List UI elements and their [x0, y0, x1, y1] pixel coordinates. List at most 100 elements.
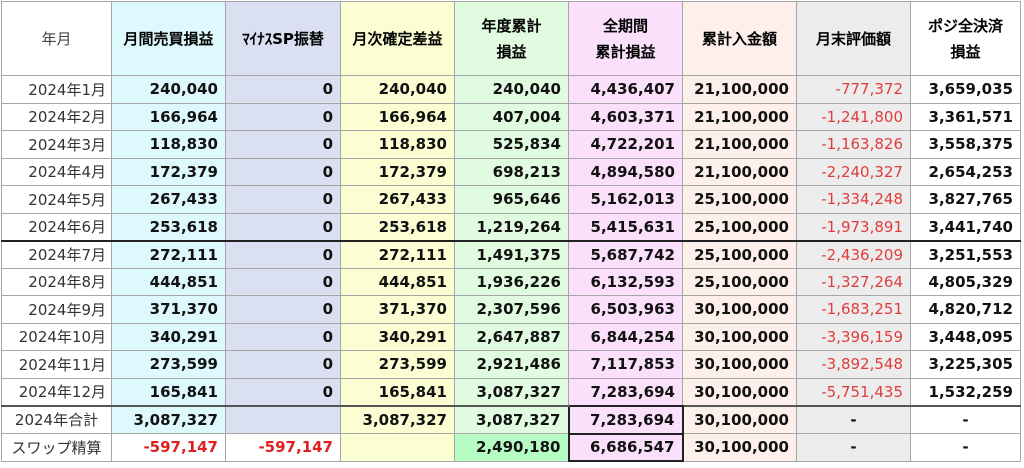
cell-minus-sp-transfer: 0	[225, 102, 341, 131]
cell-monthly-trading-pnl: 253,618	[111, 212, 226, 242]
cell-monthly-confirmed-diff: 253,618	[340, 212, 455, 242]
cell-minus-sp-transfer: 0	[225, 75, 341, 104]
cell-yearly-cumulative-pnl: 965,646	[454, 185, 569, 214]
cell-close-all-positions-pnl: 3,448,095	[910, 322, 1021, 351]
header-text-line: 年度累計	[481, 16, 542, 35]
cell-all-period-cumulative-pnl: 7,283,694	[568, 377, 683, 406]
cell-minus-sp-transfer: 0	[225, 130, 341, 159]
table-row: 2024年11月 273,599 0 273,599 2,921,486 7,117,85…	[1, 350, 1021, 379]
cell-all-period-cumulative-pnl: 7,283,694	[567, 404, 684, 435]
table-row: 2024年1月 240,040 0 240,040 240,040 4,436,407 21…	[1, 75, 1021, 104]
cell-monthly-trading-pnl: 165,841	[111, 377, 226, 406]
cell-all-period-cumulative-pnl: 4,436,407	[568, 75, 683, 104]
cell-month: 2024年2月	[1, 102, 112, 131]
cell-month: 2024年8月	[1, 267, 112, 296]
cell-month: 2024年6月	[1, 212, 112, 242]
cell-yearly-cumulative-pnl: 2,647,887	[454, 322, 569, 351]
cell-monthly-trading-pnl: 172,379	[111, 157, 226, 186]
cell-monthly-trading-pnl: 340,291	[111, 322, 226, 351]
cell-close-all-positions-pnl: 3,225,305	[910, 350, 1021, 379]
table-body: 2024年1月 240,040 0 240,040 240,040 4,436,407 21…	[1, 75, 1021, 462]
header-all-period-cumulative-pnl: 全期間 累計損益	[568, 1, 683, 76]
header-text-line: 累計損益	[595, 42, 656, 61]
cell-yearly-cumulative-pnl: 1,491,375	[454, 240, 569, 269]
cell-cumulative-deposit: 21,100,000	[682, 130, 797, 159]
header-row: 年月 月間売買損益 ﾏｲﾅｽSP振替 月次確定差益 年度累計 損益 全期間 累計損益 累計入金額…	[1, 1, 1021, 76]
cell-monthly-confirmed-diff: 444,851	[340, 267, 455, 296]
cell-monthly-trading-pnl: 444,851	[111, 267, 226, 296]
cell-monthly-confirmed-diff: 172,379	[340, 157, 455, 186]
cell-yearly-cumulative-pnl: 240,040	[454, 75, 569, 104]
cell-month: 2024年1月	[1, 75, 112, 104]
cell-monthly-confirmed-diff: 272,111	[340, 240, 455, 269]
cell-close-all-positions-pnl: 4,805,329	[910, 267, 1021, 296]
cell-minus-sp-transfer: 0	[225, 295, 341, 324]
table-row: 2024年10月 340,291 0 340,291 2,647,887 6,844,25…	[1, 322, 1021, 351]
cell-cumulative-deposit: 21,100,000	[682, 75, 797, 104]
cell-yearly-cumulative-pnl: 3,087,327	[454, 377, 569, 406]
header-month: 年月	[1, 1, 112, 76]
cell-yearly-cumulative-pnl: 2,490,180	[454, 433, 569, 462]
cell-yearly-cumulative-pnl: 3,087,327	[454, 404, 569, 434]
cell-minus-sp-transfer: 0	[225, 157, 341, 186]
cell-close-all-positions-pnl: 4,820,712	[910, 295, 1021, 324]
table-row: 2024年7月 272,111 0 272,111 1,491,375 5,687,742…	[1, 240, 1021, 269]
table-row: 2024年12月 165,841 0 165,841 3,087,327 7,283,69…	[1, 377, 1021, 406]
header-text-line: ポジ全決済	[927, 16, 1003, 35]
cell-minus-sp-transfer: 0	[225, 212, 341, 242]
table-row: 2024年4月 172,379 0 172,379 698,213 4,894,580 21…	[1, 157, 1021, 186]
cell-month: 2024年合計	[1, 404, 112, 434]
cell-close-all-positions-pnl: 3,251,553	[910, 240, 1021, 269]
header-text-line: 累計入金額	[701, 29, 777, 48]
cell-close-all-positions-pnl: 2,654,253	[910, 157, 1021, 186]
cell-month-end-valuation: -3,396,159	[796, 322, 911, 351]
cell-all-period-cumulative-pnl: 4,894,580	[568, 157, 683, 186]
cell-minus-sp-transfer: 0	[225, 185, 341, 214]
cell-month: スワップ精算	[1, 433, 112, 462]
header-yearly-cumulative-pnl: 年度累計 損益	[454, 1, 569, 76]
table-row: 2024年5月 267,433 0 267,433 965,646 5,162,013 25…	[1, 185, 1021, 214]
cell-all-period-cumulative-pnl: 6,503,963	[568, 295, 683, 324]
cell-monthly-trading-pnl: 272,111	[111, 240, 226, 269]
cell-cumulative-deposit: 30,100,000	[682, 350, 797, 379]
cell-month-end-valuation: -1,973,891	[796, 212, 911, 242]
cell-close-all-positions-pnl: 3,441,740	[910, 212, 1021, 242]
header-text-line: 損益	[496, 42, 527, 61]
header-text-line: 月次確定差益	[352, 29, 443, 48]
header-text-line: 損益	[950, 42, 981, 61]
cell-minus-sp-transfer: 0	[225, 322, 341, 351]
cell-close-all-positions-pnl: -	[910, 404, 1021, 434]
cell-all-period-cumulative-pnl: 4,722,201	[568, 130, 683, 159]
cell-monthly-confirmed-diff: 273,599	[340, 350, 455, 379]
cell-cumulative-deposit: 25,100,000	[682, 240, 797, 269]
cell-month: 2024年11月	[1, 350, 112, 379]
cell-month-end-valuation: -2,436,209	[796, 240, 911, 269]
cell-month-end-valuation: -	[796, 404, 911, 434]
cell-monthly-confirmed-diff: 240,040	[340, 75, 455, 104]
cell-cumulative-deposit: 25,100,000	[682, 212, 797, 242]
cell-monthly-confirmed-diff: 340,291	[340, 322, 455, 351]
header-monthly-confirmed-diff: 月次確定差益	[340, 1, 455, 76]
total-row: 2024年合計 3,087,327 3,087,327 3,087,327 7,283,…	[1, 404, 1021, 435]
cell-cumulative-deposit: 30,100,000	[682, 404, 797, 434]
table-row: 2024年3月 118,830 0 118,830 525,834 4,722,201 21…	[1, 130, 1021, 159]
header-text-line: ﾏｲﾅｽSP振替	[242, 29, 324, 48]
cell-month: 2024年3月	[1, 130, 112, 159]
cell-month-end-valuation: -5,751,435	[796, 377, 911, 406]
cell-close-all-positions-pnl: 3,558,375	[910, 130, 1021, 159]
cell-all-period-cumulative-pnl: 6,132,593	[568, 267, 683, 296]
cell-cumulative-deposit: 25,100,000	[682, 185, 797, 214]
cell-yearly-cumulative-pnl: 2,307,596	[454, 295, 569, 324]
cell-monthly-trading-pnl: 371,370	[111, 295, 226, 324]
cell-cumulative-deposit: 25,100,000	[682, 267, 797, 296]
cell-monthly-confirmed-diff: 267,433	[340, 185, 455, 214]
cell-all-period-cumulative-pnl: 5,415,631	[568, 212, 683, 242]
cell-all-period-cumulative-pnl: 6,686,547	[567, 432, 684, 462]
header-cumulative-deposit: 累計入金額	[682, 1, 797, 76]
header-text-line: 月末評価額	[815, 29, 891, 48]
cell-minus-sp-transfer: 0	[225, 240, 341, 269]
cell-monthly-trading-pnl: 3,087,327	[111, 404, 226, 434]
cell-cumulative-deposit: 30,100,000	[682, 377, 797, 406]
